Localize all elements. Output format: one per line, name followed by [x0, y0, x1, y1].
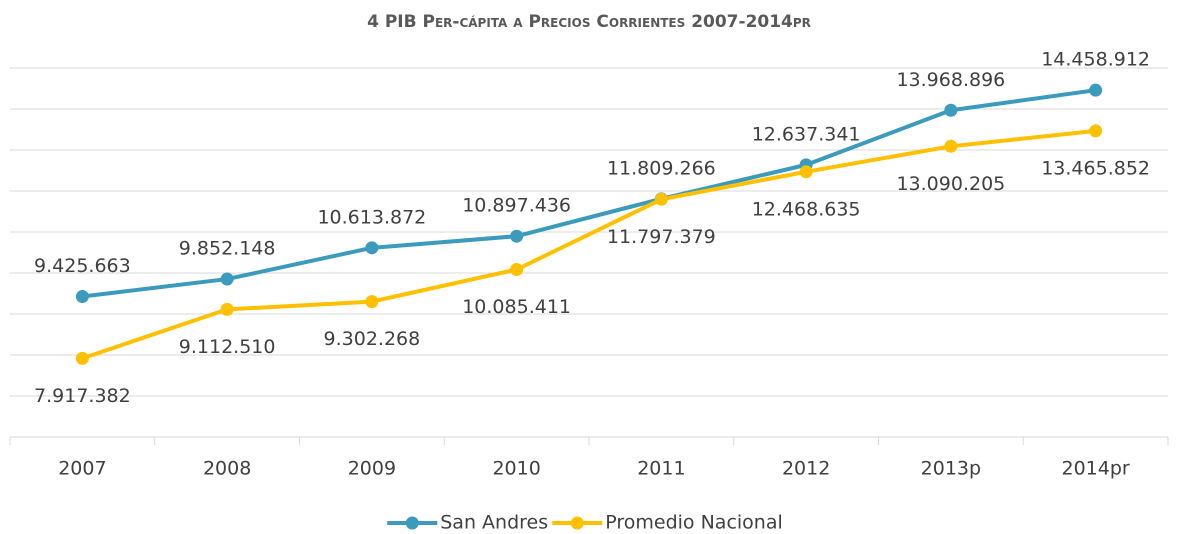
data-label: 10.085.411	[462, 296, 571, 318]
x-tick-label: 2011	[637, 458, 685, 480]
data-label: 9.112.510	[179, 336, 276, 358]
data-label: 10.613.872	[317, 206, 426, 228]
point	[75, 351, 89, 365]
data-label: 10.897.436	[462, 195, 571, 217]
legend-label: San Andres	[440, 512, 548, 534]
x-tick-label: 2009	[348, 458, 396, 480]
data-label: 9.302.268	[324, 328, 421, 350]
x-tick-label: 2010	[492, 458, 540, 480]
x-tick-label: 2014pr	[1062, 458, 1130, 480]
data-label: 13.968.896	[896, 69, 1005, 91]
data-label: 12.468.635	[752, 198, 861, 220]
legend-marker	[405, 516, 419, 530]
data-label: 11.797.379	[607, 226, 716, 248]
x-tick-label: 2012	[782, 458, 830, 480]
point	[944, 139, 958, 153]
data-label: 13.465.852	[1041, 157, 1150, 179]
point	[365, 241, 379, 255]
chart-title: 4 PIB Per-cápita a Precios Corrientes 20…	[367, 12, 811, 32]
point	[654, 192, 668, 206]
point	[75, 290, 89, 304]
series-line	[82, 88, 1096, 299]
x-tick-label: 2007	[58, 458, 106, 480]
x-tick-label: 2013p	[921, 458, 981, 480]
point	[510, 229, 524, 243]
point	[365, 295, 379, 309]
data-label: 9.852.148	[179, 238, 276, 260]
point	[799, 165, 813, 179]
series-line	[81, 128, 1096, 361]
legend-marker	[570, 516, 584, 530]
point	[944, 103, 958, 117]
data-label: 9.425.663	[34, 255, 131, 277]
point	[1089, 124, 1103, 138]
point	[220, 302, 234, 316]
point	[510, 262, 524, 276]
data-label: 11.809.266	[607, 157, 716, 179]
point	[1089, 83, 1103, 97]
data-label: 7.917.382	[34, 385, 131, 407]
data-label: 14.458.912	[1041, 49, 1150, 71]
x-tick-label: 2008	[203, 458, 251, 480]
legend-label: Promedio Nacional	[605, 512, 783, 534]
data-label: 12.637.341	[752, 123, 861, 145]
point	[220, 272, 234, 286]
data-label: 13.090.205	[896, 173, 1005, 195]
